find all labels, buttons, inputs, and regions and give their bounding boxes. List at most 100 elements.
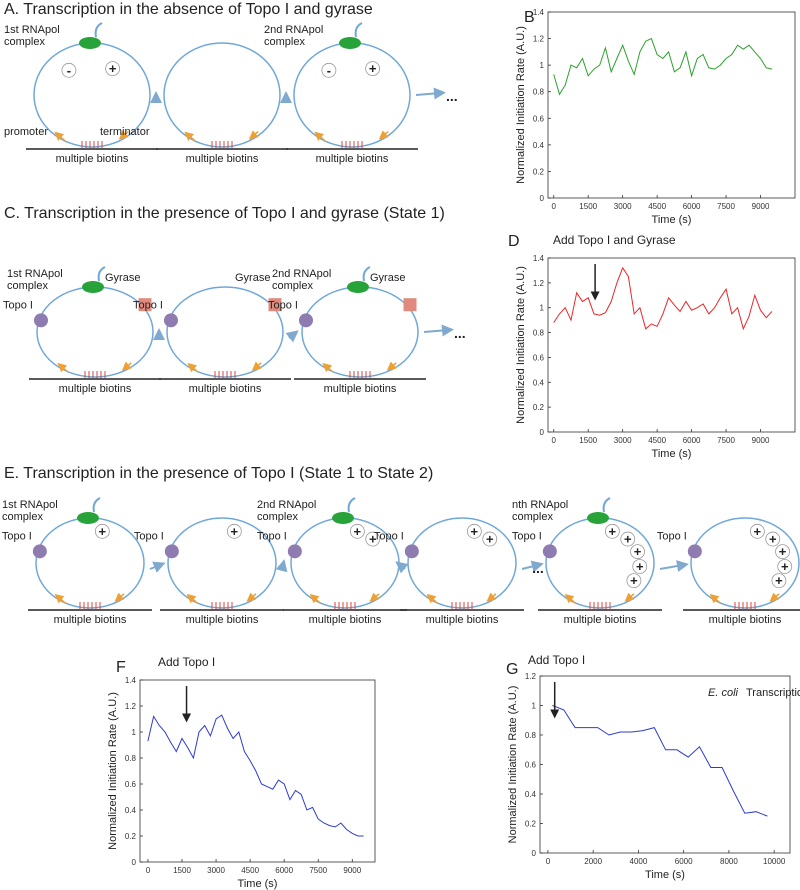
y-tick-label: 0.4 — [533, 378, 545, 387]
rnapol — [77, 512, 99, 524]
step-arrow — [395, 561, 409, 574]
step-arrow — [415, 87, 446, 100]
gyrase — [268, 298, 282, 312]
y-tick-label: 0.6 — [533, 353, 545, 362]
plot-frame — [547, 11, 796, 199]
annotation-italic: E. coli — [708, 687, 739, 699]
y-tick-label: 1.2 — [125, 702, 137, 711]
y-tick-label: 1 — [540, 61, 545, 70]
charge-bubble — [94, 523, 110, 539]
step-arrow — [521, 560, 544, 573]
x-tick-label: 6000 — [683, 436, 701, 445]
panel-label: F — [116, 659, 126, 676]
x-tick-label: 6000 — [675, 857, 693, 866]
data-line — [147, 714, 364, 837]
plot-frame — [547, 257, 796, 433]
rnapol — [79, 37, 101, 49]
topo-label: Topo I — [512, 530, 542, 542]
topo-i — [687, 544, 702, 559]
charge: + — [369, 61, 377, 76]
charge: + — [775, 573, 783, 588]
terminator-label: terminator — [100, 126, 150, 138]
charge-bubble — [777, 559, 793, 574]
step-arrow — [285, 330, 299, 343]
charge: + — [769, 532, 777, 547]
dna-loop — [35, 517, 145, 609]
x-tick-label: 0 — [552, 436, 557, 445]
biotin-label: multiple biotins — [189, 383, 262, 395]
biotin-label: multiple biotins — [309, 614, 382, 626]
charge-bubble — [620, 531, 636, 547]
x-tick-label: 0 — [146, 866, 151, 875]
y-tick-label: 1.2 — [525, 672, 537, 681]
x-tick-label: 1500 — [579, 202, 597, 211]
rnapol-label: complex — [2, 511, 43, 523]
y-axis-label: Normalized Initiation Rate (A.U.) — [507, 686, 519, 844]
rna-transcript — [354, 22, 363, 38]
charge: + — [754, 524, 762, 539]
charge: + — [624, 532, 632, 547]
promoter-arrow — [54, 131, 66, 142]
rnapol-label: 1st RNApol — [7, 268, 63, 280]
topo-i — [298, 313, 313, 328]
y-tick-label: 1.2 — [533, 35, 545, 44]
ellipsis: ... — [446, 88, 458, 104]
promoter-arrow — [54, 593, 66, 604]
data-line — [553, 37, 773, 96]
y-tick-label: 0.8 — [525, 731, 537, 740]
biotin-label: multiple biotins — [186, 153, 259, 165]
dna-loop — [163, 42, 281, 148]
terminator-arrow — [486, 592, 497, 602]
y-axis-label: Normalized Initiation Rate (A.U.) — [515, 266, 527, 424]
promoter-arrow — [186, 593, 198, 604]
charge-bubble — [482, 531, 498, 547]
gyrase — [403, 298, 417, 312]
y-tick-label: 1 — [132, 728, 137, 737]
charge: + — [471, 524, 479, 539]
chart-title: Add Topo I — [158, 655, 215, 669]
charge: + — [636, 559, 644, 574]
y-tick-label: 0 — [532, 849, 537, 858]
panel-title: C. Transcription in the presence of Topo… — [4, 205, 445, 222]
charge: + — [109, 61, 117, 76]
charge: + — [354, 524, 362, 539]
terminator-arrow — [251, 361, 262, 371]
terminator-arrow — [386, 361, 397, 371]
dna-loop — [166, 286, 284, 378]
topo-i — [287, 544, 302, 559]
rnapol-label: 1st RNApol — [4, 24, 60, 36]
x-tick-label: 4500 — [648, 436, 666, 445]
charge-bubble — [630, 544, 645, 560]
rnapol-label: complex — [264, 36, 305, 48]
y-tick-label: 0.2 — [125, 832, 137, 841]
y-tick-label: 0.2 — [525, 820, 537, 829]
x-tick-label: 7500 — [717, 436, 735, 445]
gyrase — [138, 298, 152, 312]
chart-title: Add Topo I — [528, 653, 585, 667]
y-tick-label: 0.8 — [533, 88, 545, 97]
x-tick-label: 9000 — [343, 866, 361, 875]
rna-transcript — [347, 497, 356, 513]
dna-loop — [293, 42, 411, 148]
dna-loop — [690, 517, 800, 609]
biotin-label: multiple biotins — [186, 614, 259, 626]
y-tick-label: 0.8 — [125, 754, 137, 763]
x-tick-label: 1500 — [579, 436, 597, 445]
rnapol — [587, 512, 609, 524]
rnapol — [339, 37, 361, 49]
rnapol-label: nth RNApol — [512, 499, 568, 511]
panel-label: B — [524, 9, 535, 26]
topo-i — [164, 544, 179, 559]
rnapol-label: complex — [7, 280, 48, 292]
charge-bubble — [466, 523, 482, 539]
gyrase-label: Gyrase — [235, 272, 270, 284]
x-tick-label: 4500 — [648, 202, 666, 211]
charge-bubble — [604, 523, 620, 539]
step-arrow — [423, 324, 454, 337]
data-line — [553, 266, 773, 331]
promoter-arrow — [314, 131, 326, 142]
promoter-arrow — [426, 593, 438, 604]
x-tick-label: 4500 — [241, 866, 259, 875]
plot-frame — [139, 679, 376, 863]
